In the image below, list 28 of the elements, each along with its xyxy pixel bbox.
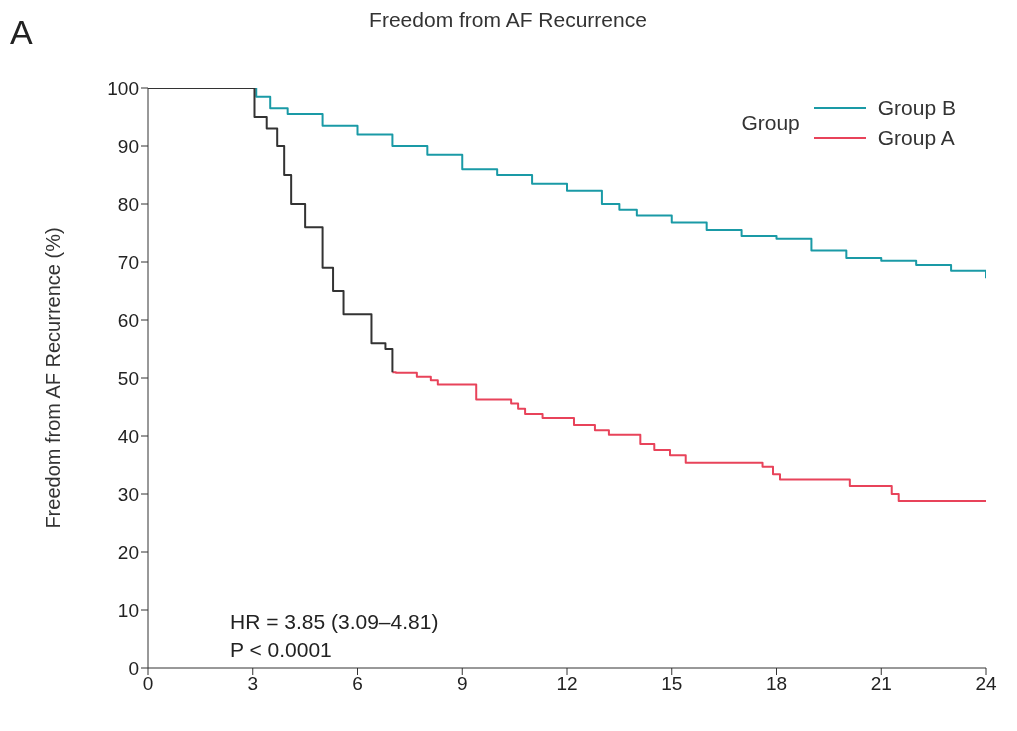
- y-tick-label: 70: [117, 251, 139, 273]
- y-tick-label: 30: [117, 483, 139, 505]
- y-tick-label: 10: [117, 599, 139, 621]
- annotation: HR = 3.85 (3.09–4.81): [230, 609, 439, 635]
- text: A: [10, 13, 33, 52]
- x-tick-label: 0: [142, 673, 154, 695]
- x-tick-label: 6: [352, 673, 363, 695]
- y-tick-label: 50: [117, 367, 139, 389]
- x-tick-label: 24: [975, 673, 997, 695]
- y-tick-label: 0: [128, 657, 139, 679]
- x-tick-label: 15: [661, 673, 683, 695]
- y-axis-title: Freedom from AF Recurrence (%): [42, 227, 65, 529]
- y-tick-label: 40: [117, 425, 139, 447]
- legend-label: Group B: [877, 96, 956, 120]
- legend-label: Group A: [877, 126, 955, 150]
- annotation: P < 0.0001: [230, 637, 333, 663]
- y-tick-label: 60: [117, 309, 139, 331]
- legend-title: Group: [741, 111, 800, 135]
- y-tick-label: 80: [117, 193, 139, 215]
- x-tick-label: 9: [456, 673, 468, 695]
- x-tick-label: 12: [556, 673, 578, 695]
- y-tick-label: 90: [117, 135, 139, 157]
- x-tick-label: 3: [247, 673, 259, 695]
- x-tick-label: 21: [870, 673, 892, 695]
- chart-title: Freedom from AF Recurrence: [369, 8, 647, 31]
- y-tick-label: 20: [117, 541, 139, 563]
- y-tick-label: 100: [107, 77, 139, 99]
- x-tick-label: 18: [765, 673, 788, 695]
